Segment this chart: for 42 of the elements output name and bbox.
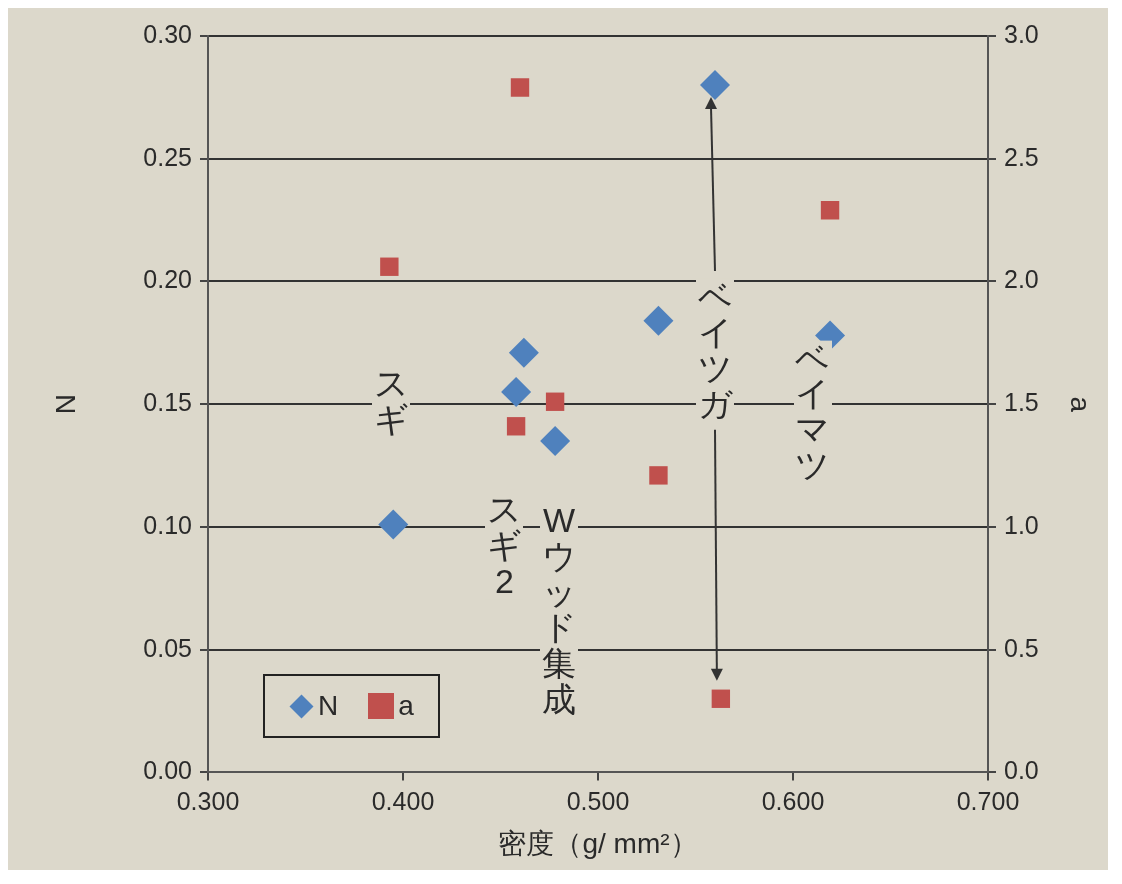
annotation: ベイツガ (696, 277, 734, 423)
x-tick-label: 0.500 (566, 787, 630, 816)
y2-tick-label: 1.0 (1004, 510, 1039, 539)
legend-label: a (398, 690, 414, 723)
point (508, 337, 539, 368)
y-tick-label: 0.20 (143, 265, 192, 294)
y-tick-label: 0.30 (143, 19, 192, 48)
point (510, 78, 530, 97)
legend-label: N (318, 690, 339, 723)
y-tick-label: 0.25 (143, 142, 192, 171)
point (540, 426, 571, 457)
point (378, 509, 409, 540)
x-tick-label: 0.400 (371, 787, 435, 816)
annotation: Wウッド集成 (540, 501, 578, 718)
x-tick-label: 0.300 (176, 787, 240, 816)
point (643, 305, 674, 336)
annotation: スギ2 (485, 490, 524, 601)
y-tick-label: 0.10 (143, 510, 192, 539)
point (700, 70, 730, 101)
y-tick-label: 0.15 (143, 388, 192, 417)
point (649, 466, 668, 485)
y2-tick-label: 3.0 (1004, 19, 1039, 48)
point (545, 392, 565, 411)
point (380, 257, 399, 276)
y2-tick-label: 2.5 (1004, 142, 1039, 171)
x-tick-label: 0.600 (761, 787, 825, 816)
y2-tick-label: 0.5 (1004, 633, 1039, 662)
point (506, 417, 526, 436)
y-tick-label: 0.05 (143, 633, 192, 662)
annotation: スギ (372, 364, 411, 438)
point (711, 689, 731, 708)
y2-tick-label: 1.5 (1004, 388, 1039, 417)
point (820, 201, 840, 220)
point (501, 376, 532, 407)
y-tick-label: 0.00 (143, 756, 192, 785)
x-axis-title: 密度（g/ mm²） (498, 827, 698, 859)
x-tick-label: 0.700 (956, 787, 1020, 816)
y2-tick-label: 0.0 (1004, 756, 1039, 785)
y-axis-title: N (49, 394, 81, 415)
y2-axis-title: a (1065, 396, 1097, 413)
y2-tick-label: 2.0 (1004, 265, 1039, 294)
annotation: ベイマツ (793, 338, 832, 484)
